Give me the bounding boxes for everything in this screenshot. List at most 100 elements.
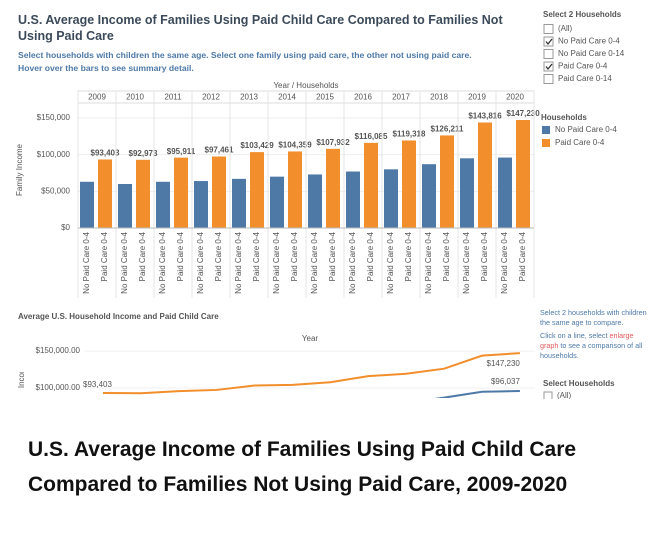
legend-label: No Paid Care 0-4: [555, 125, 617, 134]
bar: [326, 148, 340, 228]
chart-title: Average U.S. Household Income and Paid C…: [18, 312, 219, 321]
x-axis-title: Year / Households: [273, 81, 338, 90]
checkmark: [545, 63, 553, 71]
legend-label: Paid Care 0-4: [555, 138, 605, 147]
data-label: $147,230: [487, 359, 521, 368]
filter-option: Paid Care 0-14: [558, 74, 612, 83]
bar: [346, 171, 360, 228]
bar-category-label: Paid Care 0-4: [176, 231, 185, 281]
y-tick-label: $50,000: [41, 186, 70, 195]
x-tick-label: 2016: [354, 93, 372, 102]
bar-category-label: Paid Care 0-4: [100, 231, 109, 281]
y-axis-title: Family Income: [15, 143, 24, 196]
data-label: $116,085: [355, 132, 388, 141]
legend-swatch: [542, 139, 550, 147]
x-tick-label: 2014: [278, 93, 296, 102]
x-tick-label: 2015: [316, 93, 334, 102]
data-label: $95,911: [167, 147, 196, 156]
x-tick-label: 2019: [468, 93, 486, 102]
bar: [136, 159, 150, 228]
bar: [478, 122, 492, 228]
legend-title: Households: [541, 113, 587, 122]
note: to see a comparison of all households.: [540, 341, 643, 360]
checkbox[interactable]: [543, 74, 554, 84]
bar-category-label: No Paid Care 0-4: [462, 231, 471, 293]
bar-category-label: No Paid Care 0-4: [82, 231, 91, 293]
bar-category-label: Paid Care 0-4: [480, 231, 489, 281]
note: Click on a line, select: [540, 331, 610, 340]
data-label: $93,403: [91, 149, 120, 158]
bar-category-label: Paid Care 0-4: [214, 231, 223, 281]
subtitle: Select households with children the same…: [18, 50, 472, 60]
bar-category-label: Paid Care 0-4: [328, 231, 337, 281]
bar-category-label: No Paid Care 0-4: [196, 231, 205, 293]
bar-category-label: Paid Care 0-4: [366, 231, 375, 281]
data-label: $97,461: [205, 146, 234, 155]
x-tick-label: 2018: [430, 93, 448, 102]
bar: [288, 151, 302, 228]
filter-option: (All): [558, 24, 573, 33]
data-label: $107,932: [316, 138, 350, 147]
bar: [250, 152, 264, 228]
checkbox[interactable]: [543, 61, 554, 72]
filter-option: Paid Care 0-4: [558, 62, 608, 71]
data-label: $147,230: [506, 109, 540, 118]
bar: [98, 159, 112, 228]
y-tick-label: $150,000.00: [36, 346, 81, 355]
link[interactable]: enlarge graph: [540, 331, 634, 350]
clip-cover: [0, 399, 653, 429]
x-tick-label: 2010: [126, 93, 144, 102]
bar-category-label: No Paid Care 0-4: [500, 231, 509, 293]
bar: [194, 181, 208, 228]
line: [434, 389, 520, 398]
bar: [270, 176, 284, 228]
bar: [384, 169, 398, 228]
title: U.S. Average Income of Families Using Pa…: [18, 13, 503, 43]
y-tick-label: $0: [61, 223, 70, 232]
bar-category-label: Paid Care 0-4: [290, 231, 299, 281]
checkbox[interactable]: [543, 391, 553, 401]
y-tick-label: $100,000: [37, 150, 71, 159]
y-title-clip: Income: [17, 361, 26, 388]
bar-category-label: No Paid Care 0-4: [158, 231, 167, 293]
filter-title: Select 2 Households: [543, 10, 622, 19]
bar-category-label: No Paid Care 0-4: [310, 231, 319, 293]
y-tick-label: $150,000: [37, 113, 71, 122]
checkmark: [545, 38, 553, 46]
x-tick-label: 2020: [506, 93, 524, 102]
data-label: $104,359: [278, 141, 312, 150]
bar: [118, 183, 132, 228]
data-label: $103,429: [240, 141, 274, 150]
data-label: $126,211: [431, 125, 464, 134]
bar: [460, 158, 474, 228]
x-tick-label: 2011: [164, 93, 182, 102]
filter-option: (All): [557, 391, 572, 400]
bar-category-label: Paid Care 0-4: [404, 231, 413, 281]
data-label: $93,403: [83, 380, 112, 389]
checkbox[interactable]: [543, 24, 554, 34]
bar-category-label: No Paid Care 0-4: [348, 231, 357, 293]
bar: [440, 135, 454, 228]
filter-option: No Paid Care 0-4: [558, 37, 620, 46]
bar: [308, 174, 322, 228]
bar-category-label: No Paid Care 0-4: [386, 231, 395, 293]
bar: [422, 164, 436, 228]
x-tick-label: 2017: [392, 93, 410, 102]
note: Select 2 households with children the sa…: [540, 308, 647, 327]
bar-category-label: No Paid Care 0-4: [424, 231, 433, 293]
data-label: $143,816: [468, 112, 502, 121]
note: Click on a line, select enlarge graph to…: [540, 331, 648, 361]
checkbox[interactable]: [543, 49, 554, 59]
filter-option: No Paid Care 0-14: [558, 49, 625, 58]
checkbox[interactable]: [543, 36, 554, 47]
bar: [498, 157, 512, 228]
bar: [516, 120, 530, 228]
bar-category-label: Paid Care 0-4: [252, 231, 261, 281]
bar-category-label: Paid Care 0-4: [442, 231, 451, 281]
bar-category-label: No Paid Care 0-4: [272, 231, 281, 293]
bar-category-label: Paid Care 0-4: [138, 231, 147, 281]
y-axis-title: Income: [17, 361, 26, 388]
x-tick-label: 2009: [88, 93, 106, 102]
